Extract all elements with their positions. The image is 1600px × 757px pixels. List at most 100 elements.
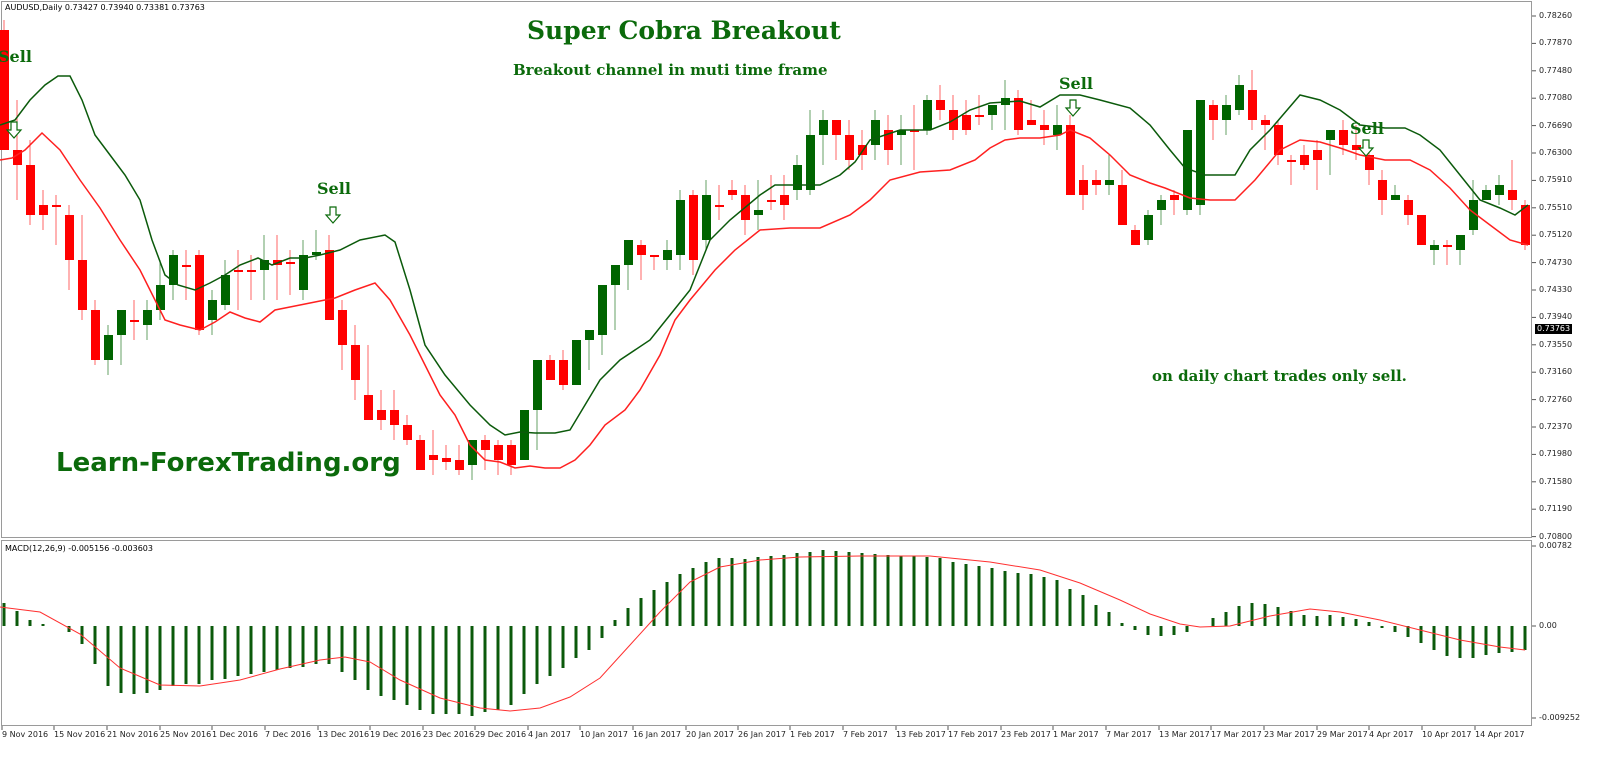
candle bbox=[1131, 225, 1140, 245]
current-price-marker: 0.73763 bbox=[1535, 324, 1573, 334]
candle bbox=[806, 110, 815, 195]
time-tick-label: 10 Jan 2017 bbox=[580, 730, 628, 739]
candle bbox=[338, 300, 347, 370]
candle bbox=[897, 115, 906, 165]
candle bbox=[559, 350, 568, 390]
candle bbox=[650, 255, 659, 270]
candle bbox=[780, 175, 789, 220]
candle bbox=[494, 440, 503, 475]
sell-arrow-icon bbox=[1064, 99, 1082, 117]
candle bbox=[1391, 185, 1400, 200]
candle bbox=[689, 190, 698, 275]
candle bbox=[767, 175, 776, 210]
price-tick-label: 0.71980 bbox=[1539, 449, 1573, 459]
candle bbox=[377, 390, 386, 430]
time-tick-label: 21 Nov 2016 bbox=[107, 730, 159, 739]
candle bbox=[1014, 90, 1023, 135]
candle bbox=[234, 250, 243, 310]
candle bbox=[1066, 115, 1075, 195]
candle bbox=[1326, 130, 1335, 175]
candle bbox=[1508, 160, 1517, 210]
candle bbox=[260, 235, 269, 300]
time-tick-label: 23 Feb 2017 bbox=[1001, 730, 1051, 739]
candle bbox=[962, 100, 971, 135]
candle bbox=[702, 180, 711, 250]
candle bbox=[312, 230, 321, 260]
candle bbox=[1261, 115, 1270, 150]
time-tick-label: 4 Jan 2017 bbox=[528, 730, 571, 739]
watermark: Learn-ForexTrading.org bbox=[56, 448, 401, 478]
time-tick-label: 13 Mar 2017 bbox=[1159, 730, 1210, 739]
candle bbox=[1196, 100, 1205, 215]
candle bbox=[39, 190, 48, 230]
candle bbox=[1183, 130, 1192, 215]
candle bbox=[819, 110, 828, 165]
sell-arrow-icon bbox=[1357, 139, 1375, 157]
time-tick-label: 26 Jan 2017 bbox=[738, 730, 786, 739]
price-tick-label: 0.73160 bbox=[1539, 367, 1573, 377]
candle bbox=[1404, 195, 1413, 225]
time-tick-label: 17 Feb 2017 bbox=[948, 730, 998, 739]
time-tick-label: 14 Apr 2017 bbox=[1475, 730, 1525, 739]
candle bbox=[390, 390, 399, 440]
candle bbox=[117, 310, 126, 365]
candle bbox=[208, 290, 217, 335]
time-tick-label: 1 Mar 2017 bbox=[1053, 730, 1099, 739]
candle bbox=[793, 155, 802, 200]
candle bbox=[91, 300, 100, 365]
candle bbox=[1365, 150, 1374, 185]
candle bbox=[1430, 240, 1439, 265]
price-tick-label: 0.72370 bbox=[1539, 422, 1573, 431]
candle bbox=[78, 215, 87, 320]
upper-channel-line bbox=[0, 75, 1529, 436]
candle bbox=[1092, 170, 1101, 195]
time-tick-label: 23 Mar 2017 bbox=[1264, 730, 1315, 739]
sell-signal-label: Sell bbox=[0, 47, 32, 66]
macd-tick-label: 0.00782 bbox=[1539, 541, 1573, 550]
price-pane[interactable] bbox=[1, 1, 1532, 538]
candle bbox=[1118, 170, 1127, 225]
candle bbox=[572, 340, 581, 385]
candle bbox=[130, 300, 139, 340]
candle bbox=[624, 240, 633, 290]
sell-arrow-icon bbox=[5, 121, 23, 139]
candle bbox=[416, 435, 425, 470]
price-tick-label: 0.73550 bbox=[1539, 339, 1573, 349]
candle bbox=[1313, 140, 1322, 190]
candle bbox=[585, 330, 594, 370]
candle bbox=[26, 140, 35, 225]
candle bbox=[169, 250, 178, 300]
candle bbox=[1443, 240, 1452, 265]
price-tick-label: 0.75510 bbox=[1539, 202, 1573, 212]
candle bbox=[455, 445, 464, 475]
candle bbox=[1456, 235, 1465, 265]
candle bbox=[936, 85, 945, 120]
candle bbox=[1053, 105, 1062, 150]
time-tick-label: 23 Dec 2016 bbox=[423, 730, 475, 739]
time-tick-label: 13 Feb 2017 bbox=[896, 730, 946, 739]
macd-info: MACD(12,26,9) -0.005156 -0.003603 bbox=[5, 544, 153, 553]
sell-arrow-icon bbox=[324, 206, 342, 224]
price-tick-label: 0.75120 bbox=[1539, 230, 1573, 240]
candle bbox=[1482, 185, 1491, 200]
sell-signal-label: Sell bbox=[317, 179, 351, 198]
price-tick-label: 0.76690 bbox=[1539, 120, 1573, 130]
macd-signal-line bbox=[0, 555, 1526, 712]
candle bbox=[325, 235, 334, 320]
price-tick-label: 0.74730 bbox=[1539, 257, 1573, 267]
time-tick-label: 7 Feb 2017 bbox=[843, 730, 888, 739]
candle bbox=[1105, 155, 1114, 195]
macd-pane[interactable] bbox=[1, 540, 1532, 726]
candle bbox=[676, 190, 685, 270]
daily-note: on daily chart trades only sell. bbox=[1152, 367, 1407, 385]
candle bbox=[442, 445, 451, 470]
macd-tick-label: 0.00 bbox=[1539, 621, 1557, 630]
macd-indicator bbox=[0, 550, 1527, 716]
candle bbox=[832, 120, 841, 160]
candle bbox=[520, 410, 529, 460]
candle bbox=[637, 240, 646, 280]
price-tick-label: 0.78260 bbox=[1539, 11, 1573, 20]
candle bbox=[1157, 195, 1166, 225]
candle bbox=[1001, 80, 1010, 130]
